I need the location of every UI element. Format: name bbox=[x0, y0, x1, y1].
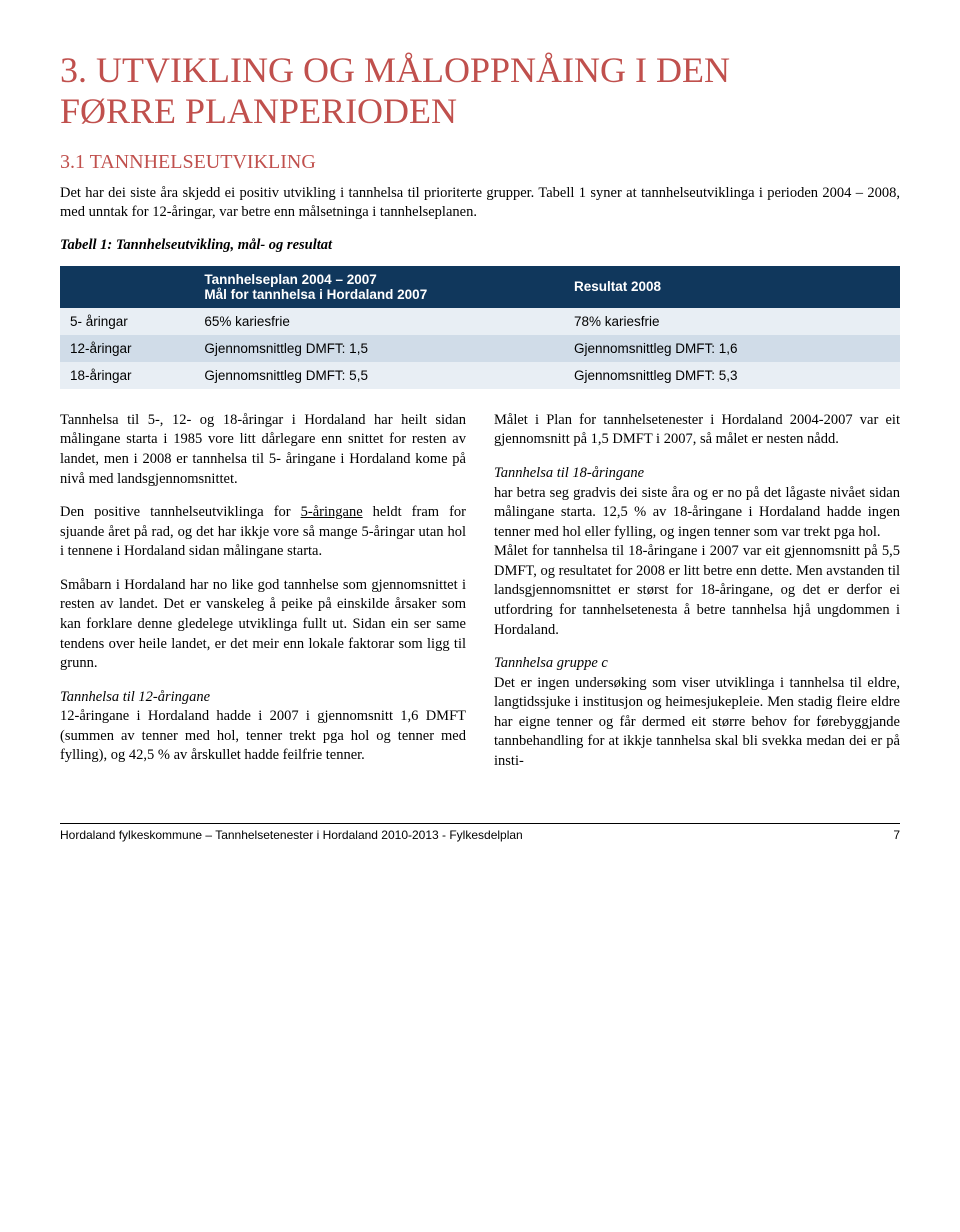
table-header-goal: Tannhelseplan 2004 – 2007 Mål for tannhe… bbox=[194, 266, 564, 308]
table-header-goal-line2: Mål for tannhelsa i Hordaland 2007 bbox=[204, 287, 427, 302]
results-table: Tannhelseplan 2004 – 2007 Mål for tannhe… bbox=[60, 266, 900, 389]
intro-paragraph: Det har dei siste åra skjedd ei positiv … bbox=[60, 184, 900, 223]
body-p2: Den positive tannhelseutviklinga for 5-å… bbox=[60, 503, 466, 562]
cell-result: Gjennomsnittleg DMFT: 1,6 bbox=[564, 335, 900, 362]
footer-text: Hordaland fylkeskommune – Tannhelsetenes… bbox=[60, 828, 523, 842]
cell-result: Gjennomsnittleg DMFT: 5,3 bbox=[564, 362, 900, 389]
body-p6b-text: Målet for tannhelsa til 18-åringane i 20… bbox=[494, 543, 900, 637]
table-row: 12-åringar Gjennomsnittleg DMFT: 1,5 Gje… bbox=[60, 335, 900, 362]
cell-goal: 65% kariesfrie bbox=[194, 308, 564, 335]
body-p2-underline: 5-åringane bbox=[301, 504, 363, 520]
cell-result: 78% kariesfrie bbox=[564, 308, 900, 335]
body-p7-text: Det er ingen undersøking som viser utvik… bbox=[494, 675, 900, 769]
runin-18: Tannhelsa til 18-åringane bbox=[494, 465, 644, 481]
body-p4: Tannhelsa til 12-åringane 12-åringane i … bbox=[60, 688, 466, 766]
body-p6a: Tannhelsa til 18-åringane har betra seg … bbox=[494, 464, 900, 640]
table-header-result: Resultat 2008 bbox=[564, 266, 900, 308]
body-p6a-text: har betra seg gradvis dei siste åra og e… bbox=[494, 485, 900, 540]
table-row: 5- åringar 65% kariesfrie 78% kariesfrie bbox=[60, 308, 900, 335]
heading-line2: FØRRE PLANPERIODEN bbox=[60, 91, 457, 131]
section-heading: 3. UTVIKLING OG MÅLOPPNÅING I DEN FØRRE … bbox=[60, 50, 900, 133]
page-number: 7 bbox=[893, 828, 900, 842]
runin-12: Tannhelsa til 12-åringane bbox=[60, 689, 210, 705]
body-p7: Tannhelsa gruppe c Det er ingen undersøk… bbox=[494, 654, 900, 771]
body-columns: Tannhelsa til 5-, 12- og 18-åringar i Ho… bbox=[60, 411, 900, 783]
runin-gc: Tannhelsa gruppe c bbox=[494, 655, 608, 671]
heading-line1: 3. UTVIKLING OG MÅLOPPNÅING I DEN bbox=[60, 50, 730, 90]
page-footer: Hordaland fylkeskommune – Tannhelsetenes… bbox=[60, 823, 900, 842]
cell-group: 18-åringar bbox=[60, 362, 194, 389]
table-caption: Tabell 1: Tannhelseutvikling, mål- og re… bbox=[60, 237, 900, 254]
body-p1: Tannhelsa til 5-, 12- og 18-åringar i Ho… bbox=[60, 411, 466, 489]
table-row: 18-åringar Gjennomsnittleg DMFT: 5,5 Gje… bbox=[60, 362, 900, 389]
cell-goal: Gjennomsnittleg DMFT: 5,5 bbox=[194, 362, 564, 389]
table-header-group bbox=[60, 266, 194, 308]
body-p3: Småbarn i Hordaland har no like god tann… bbox=[60, 576, 466, 674]
cell-goal: Gjennomsnittleg DMFT: 1,5 bbox=[194, 335, 564, 362]
body-p4-text: 12-åringane i Hordaland hadde i 2007 i g… bbox=[60, 708, 466, 763]
body-p2-pre: Den positive tannhelseutviklinga for bbox=[60, 504, 301, 520]
subsection-heading: 3.1 TANNHELSEUTVIKLING bbox=[60, 151, 900, 174]
cell-group: 5- åringar bbox=[60, 308, 194, 335]
body-p5: Målet i Plan for tannhelsetenester i Hor… bbox=[494, 411, 900, 450]
table-header-row: Tannhelseplan 2004 – 2007 Mål for tannhe… bbox=[60, 266, 900, 308]
cell-group: 12-åringar bbox=[60, 335, 194, 362]
table-header-goal-line1: Tannhelseplan 2004 – 2007 bbox=[204, 272, 376, 287]
